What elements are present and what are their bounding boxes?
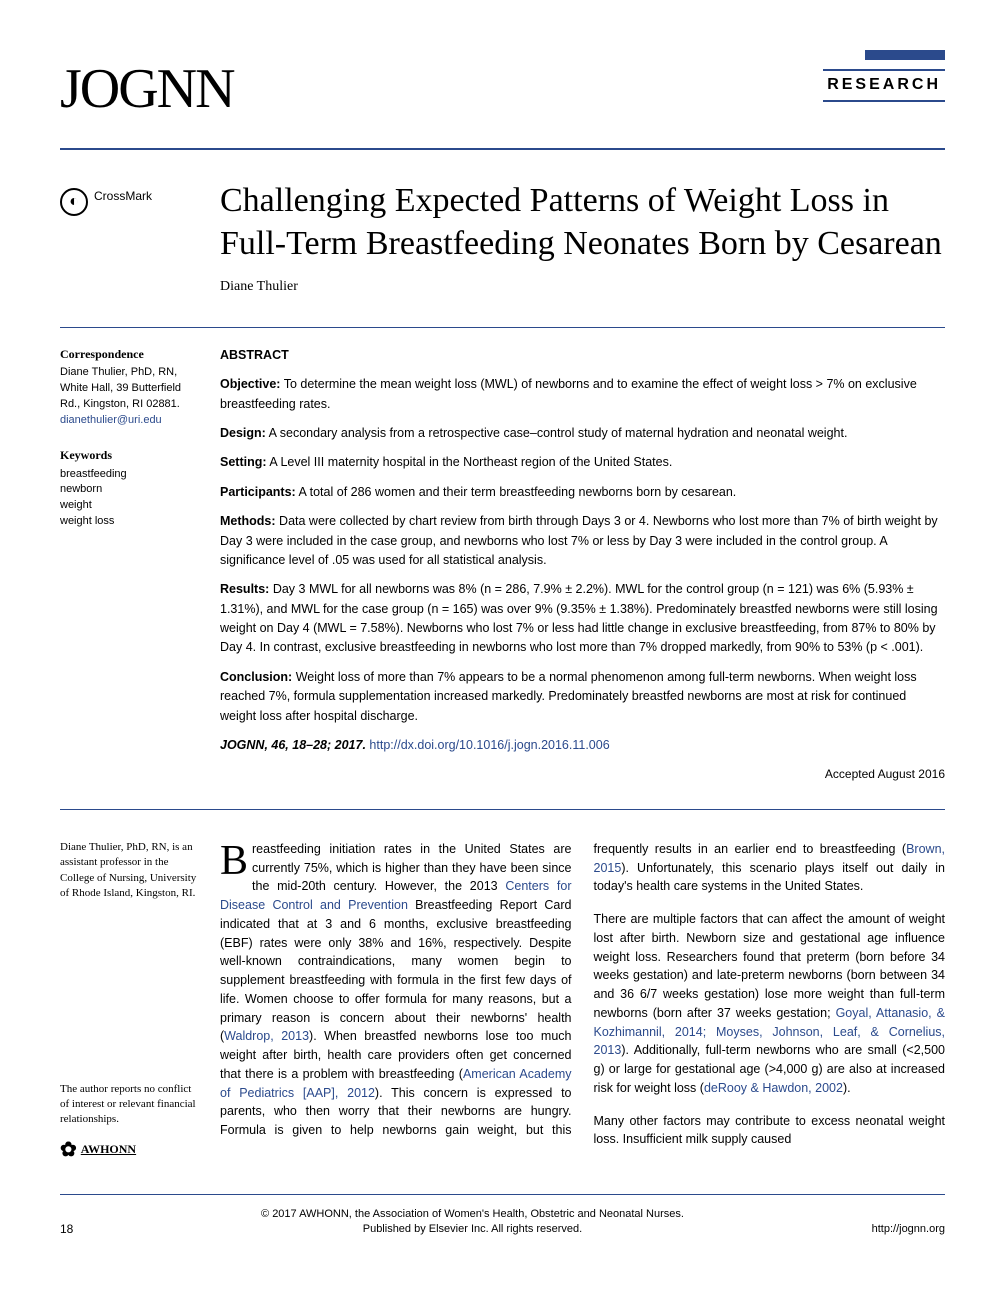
keyword-item: weight [60, 498, 200, 514]
abstract-citation-line: JOGNN, 46, 18–28; 2017. http://dx.doi.or… [220, 736, 945, 755]
doi-link[interactable]: http://dx.doi.org/10.1016/j.jogn.2016.11… [369, 738, 609, 752]
keywords-heading: Keywords [60, 447, 200, 464]
conflict-statement: The author reports no conflict of intere… [60, 1082, 200, 1128]
abstract-methods: Methods: Data were collected by chart re… [220, 512, 945, 570]
page-footer: 18 © 2017 AWHONN, the Association of Wom… [60, 1194, 945, 1238]
abstract-results: Results: Day 3 MWL for all newborns was … [220, 580, 945, 658]
abstract-text: A secondary analysis from a retrospectiv… [269, 426, 848, 440]
abstract: ABSTRACT Objective: To determine the mea… [220, 346, 945, 784]
crossmark-label: CrossMark [94, 188, 152, 205]
abstract-text: To determine the mean weight loss (MWL) … [220, 377, 917, 410]
body-sidebar: Diane Thulier, PhD, RN, is an assistant … [60, 840, 200, 1164]
meta-rule-bottom [60, 809, 945, 810]
page-header: JOGNN RESEARCH [60, 50, 945, 128]
citation-link[interactable]: Waldrop, 2013 [224, 1029, 309, 1043]
correspondence-heading: Correspondence [60, 346, 200, 363]
keywords-block: Keywords breastfeeding newborn weight we… [60, 447, 200, 530]
section-badge: RESEARCH [823, 50, 945, 102]
accepted-date: Accepted August 2016 [220, 765, 945, 784]
abstract-label: Design: [220, 426, 266, 440]
section-label: RESEARCH [823, 69, 945, 101]
citation-link[interactable]: deRooy & Hawdon, 2002 [704, 1081, 843, 1095]
meta-sidebar: Correspondence Diane Thulier, PhD, RN, W… [60, 346, 200, 784]
awhonn-icon: ✿ [60, 1136, 77, 1164]
correspondence-text: Diane Thulier, PhD, RN, White Hall, 39 B… [60, 365, 200, 413]
abstract-text: Weight loss of more than 7% appears to b… [220, 670, 917, 723]
abstract-label: Participants: [220, 485, 296, 499]
journal-logo: JOGNN [60, 50, 234, 128]
dropcap: B [220, 840, 252, 880]
abstract-text: A Level III maternity hospital in the No… [269, 455, 672, 469]
abstract-label: Results: [220, 582, 269, 596]
meta-rule-top [60, 327, 945, 328]
abstract-objective: Objective: To determine the mean weight … [220, 375, 945, 414]
abstract-design: Design: A secondary analysis from a retr… [220, 424, 945, 443]
copyright-line: Published by Elsevier Inc. All rights re… [73, 1222, 871, 1237]
abstract-label: Methods: [220, 514, 276, 528]
section-bar [865, 50, 945, 60]
page-number: 18 [60, 1221, 73, 1238]
abstract-label: Conclusion: [220, 670, 292, 684]
keyword-item: newborn [60, 482, 200, 498]
body-paragraph: Many other factors may contribute to exc… [594, 1112, 946, 1150]
awhonn-text: AWHONN [81, 1141, 136, 1158]
abstract-text: Data were collected by chart review from… [220, 514, 938, 567]
body-run: There are multiple factors that can affe… [594, 912, 946, 1020]
abstract-text: A total of 286 women and their term brea… [299, 485, 737, 499]
article-author: Diane Thulier [220, 277, 945, 297]
author-bio: Diane Thulier, PhD, RN, is an assistant … [60, 840, 200, 902]
meta-section: Correspondence Diane Thulier, PhD, RN, W… [60, 346, 945, 784]
copyright: © 2017 AWHONN, the Association of Women'… [73, 1207, 871, 1238]
abstract-label: Objective: [220, 377, 280, 391]
body-run: ). Unfortunately, this scenario plays it… [594, 861, 946, 894]
body-run: Breastfeeding Report Card indicated that… [220, 898, 572, 1043]
body-run: ). [843, 1081, 851, 1095]
abstract-heading: ABSTRACT [220, 346, 945, 365]
abstract-conclusion: Conclusion: Weight loss of more than 7% … [220, 668, 945, 726]
abstract-text: Day 3 MWL for all newborns was 8% (n = 2… [220, 582, 938, 654]
keyword-item: weight loss [60, 514, 200, 530]
abstract-participants: Participants: A total of 286 women and t… [220, 483, 945, 502]
copyright-line: © 2017 AWHONN, the Association of Women'… [73, 1207, 871, 1222]
crossmark-icon: ◐ [60, 188, 88, 216]
awhonn-logo: ✿ AWHONN [60, 1136, 200, 1164]
journal-url[interactable]: http://jognn.org [872, 1222, 945, 1237]
correspondence-email[interactable]: dianethulier@uri.edu [60, 414, 162, 426]
body-paragraph: There are multiple factors that can affe… [594, 910, 946, 1098]
keyword-item: breastfeeding [60, 467, 200, 483]
title-section: ◐ CrossMark Challenging Expected Pattern… [60, 180, 945, 297]
abstract-citation: JOGNN, 46, 18–28; 2017. [220, 738, 366, 752]
header-rule [60, 148, 945, 150]
crossmark-widget[interactable]: ◐ CrossMark [60, 180, 200, 297]
abstract-setting: Setting: A Level III maternity hospital … [220, 453, 945, 472]
body-text: Breastfeeding initiation rates in the Un… [220, 840, 945, 1164]
title-block: Challenging Expected Patterns of Weight … [220, 180, 945, 297]
correspondence-block: Correspondence Diane Thulier, PhD, RN, W… [60, 346, 200, 429]
article-title: Challenging Expected Patterns of Weight … [220, 180, 945, 265]
body-section: Diane Thulier, PhD, RN, is an assistant … [60, 840, 945, 1164]
abstract-label: Setting: [220, 455, 267, 469]
